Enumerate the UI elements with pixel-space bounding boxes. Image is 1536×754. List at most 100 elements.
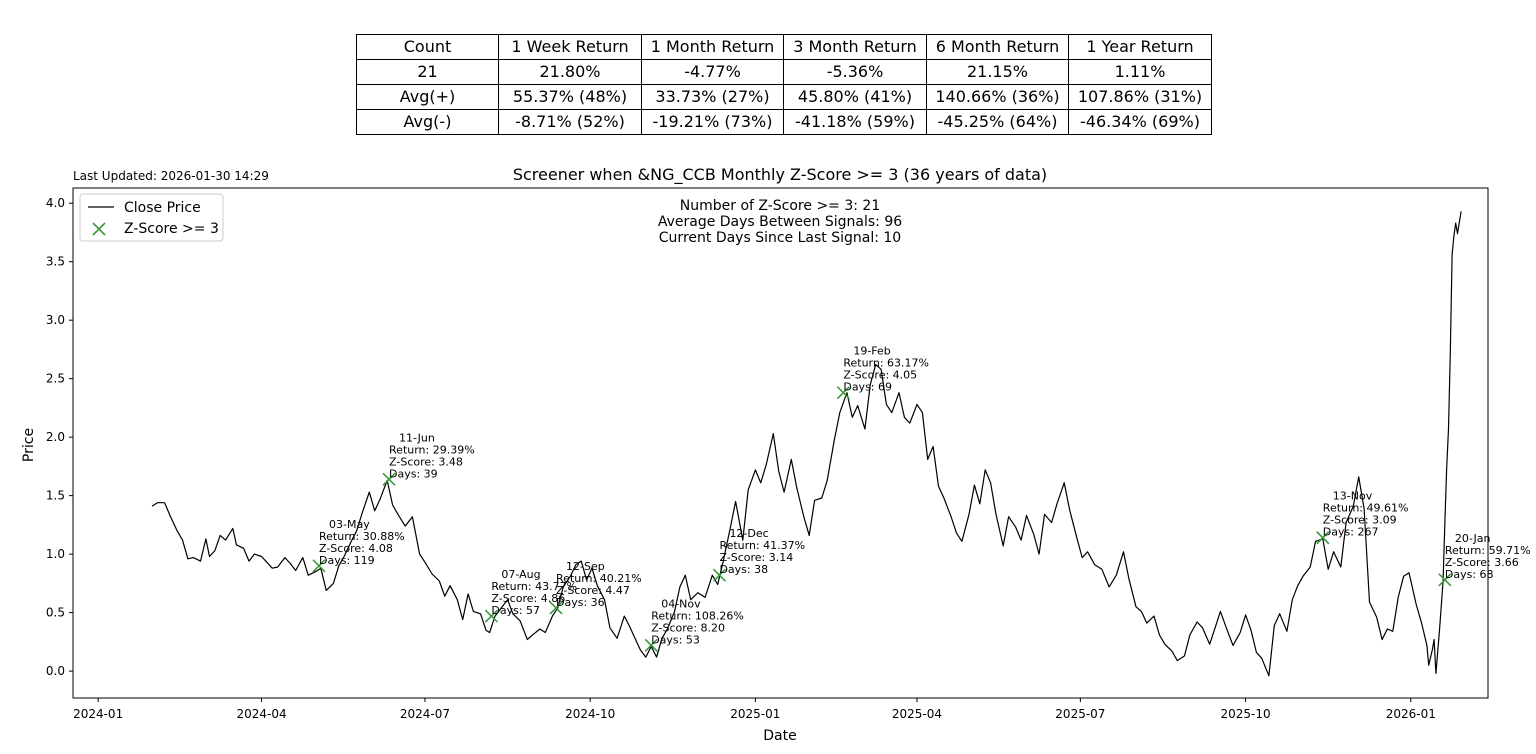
signal-return: Return: 63.17%	[843, 357, 929, 370]
signal-label: 03-May	[329, 518, 370, 531]
signal-days: Days: 38	[719, 563, 768, 576]
signal-days: Days: 36	[556, 596, 605, 609]
signal-zscore: Z-Score: 3.14	[719, 551, 793, 564]
signal-label: 11-Jun	[399, 431, 435, 444]
table-header-row: Count 1 Week Return 1 Month Return 3 Month …	[356, 34, 1212, 60]
x-axis-label: Date	[763, 728, 796, 744]
y-tick-label: 4.0	[46, 196, 65, 210]
legend-entry-zscore: Z-Score >= 3	[124, 221, 219, 237]
table-header-cell: 1 Year Return	[1068, 34, 1212, 60]
signal-label: 20-Jan	[1455, 532, 1491, 545]
signal-zscore: Z-Score: 8.20	[651, 621, 725, 634]
table-cell: -8.71% (52%)	[498, 109, 642, 135]
table-cell: 140.66% (36%)	[926, 84, 1069, 110]
table-cell: 33.73% (27%)	[641, 84, 784, 110]
signal-days: Days: 39	[389, 467, 438, 480]
signal-zscore: Z-Score: 3.48	[389, 455, 463, 468]
signal-days: Days: 267	[1323, 526, 1379, 539]
signal-marker	[312, 559, 326, 573]
signal-label: 12-Sep	[566, 560, 605, 573]
table-row: Avg(-) -8.71% (52%) -19.21% (73%) -41.18% (…	[356, 109, 1212, 135]
signal-days: Days: 119	[319, 554, 375, 567]
signal-days: Days: 57	[491, 604, 540, 617]
x-tick-label: 2026-01	[1386, 707, 1436, 721]
x-tick-label: 2025-01	[730, 707, 780, 721]
signal-zscore: Z-Score: 3.66	[1445, 556, 1519, 569]
legend-box	[79, 193, 224, 242]
signal-zscore: Z-Score: 3.09	[1323, 514, 1397, 527]
table-cell: -19.21% (73%)	[641, 109, 784, 135]
annotation-line: Current Days Since Last Signal: 10	[659, 230, 901, 246]
close-price-line	[151, 211, 1462, 677]
x-tick-label: 2024-07	[400, 707, 450, 721]
signal-return: Return: 40.21%	[556, 572, 642, 585]
table-header-cell: 1 Week Return	[498, 34, 642, 60]
signal-label: 07-Aug	[501, 568, 540, 581]
y-tick-label: 2.5	[46, 372, 65, 386]
table-cell: 21.80%	[498, 59, 642, 85]
annotation-line: Average Days Between Signals: 96	[658, 214, 902, 230]
x-tick-label: 2024-04	[236, 707, 286, 721]
signal-zscore: Z-Score: 4.86	[491, 592, 565, 605]
table-row: 21 21.80% -4.77% -5.36% 21.15% 1.11%	[356, 59, 1212, 85]
table-cell: 1.11%	[1068, 59, 1212, 85]
signal-return: Return: 29.39%	[389, 443, 475, 456]
y-tick-label: 2.0	[46, 430, 65, 444]
table-row: Avg(+) 55.37% (48%) 33.73% (27%) 45.80% (41…	[356, 84, 1212, 110]
signal-days: Days: 69	[843, 381, 892, 394]
signal-return: Return: 59.71%	[1445, 544, 1531, 557]
x-tick-label: 2025-07	[1055, 707, 1105, 721]
table-cell: -41.18% (59%)	[783, 109, 927, 135]
annotation-line: Number of Z-Score >= 3: 21	[680, 198, 881, 214]
table-header-cell: 3 Month Return	[783, 34, 927, 60]
y-tick-label: 3.0	[46, 313, 65, 327]
y-tick-label: 1.5	[46, 489, 65, 503]
table-cell: 21.15%	[926, 59, 1069, 85]
signal-marker	[382, 472, 396, 486]
stats-annotation: Number of Z-Score >= 3: 21 Average Days …	[658, 198, 902, 246]
signal-zscore: Z-Score: 4.05	[843, 369, 917, 382]
y-tick-label: 3.5	[46, 255, 65, 269]
y-axis-label: Price	[21, 428, 37, 462]
signal-label: 19-Feb	[853, 345, 890, 358]
legend: Close Price Z-Score >= 3	[79, 193, 224, 242]
signal-label: 04-Nov	[661, 597, 701, 610]
signal-return: Return: 43.77%	[491, 580, 577, 593]
signal-marker	[644, 638, 658, 652]
signal-zscore: Z-Score: 4.08	[319, 542, 393, 555]
signal-marker	[1316, 531, 1330, 545]
signal-label: 13-Nov	[1333, 490, 1373, 503]
x-tick-label: 2024-01	[73, 707, 123, 721]
table-cell: -46.34% (69%)	[1068, 109, 1212, 135]
chart-title: Screener when &NG_CCB Monthly Z-Score >=…	[513, 165, 1047, 185]
y-tick-label: 0.5	[46, 606, 65, 620]
x-axis: 2024-01 2024-04 2024-07 2024-10 2025-01 2025-…	[73, 698, 1436, 721]
signal-return: Return: 30.88%	[319, 530, 405, 543]
signal-marker	[1438, 573, 1452, 587]
stats-table: Count 1 Week Return 1 Month Return 3 Month …	[356, 34, 1212, 135]
legend-entry-close-price: Close Price	[124, 200, 201, 216]
table-cell: 45.80% (41%)	[783, 84, 927, 110]
x-tick-label: 2025-04	[892, 707, 942, 721]
y-tick-label: 0.0	[46, 664, 65, 678]
signal-return: Return: 108.26%	[651, 609, 744, 622]
signal-days: Days: 68	[1445, 568, 1494, 581]
signal-days: Days: 53	[651, 633, 700, 646]
table-cell: 21	[356, 59, 499, 85]
signal-marker	[549, 601, 563, 615]
table-cell: 55.37% (48%)	[498, 84, 642, 110]
signal-marker	[712, 568, 727, 582]
table-cell: Avg(-)	[356, 109, 499, 135]
series-layer	[151, 211, 1462, 677]
signal-marker	[836, 386, 850, 400]
